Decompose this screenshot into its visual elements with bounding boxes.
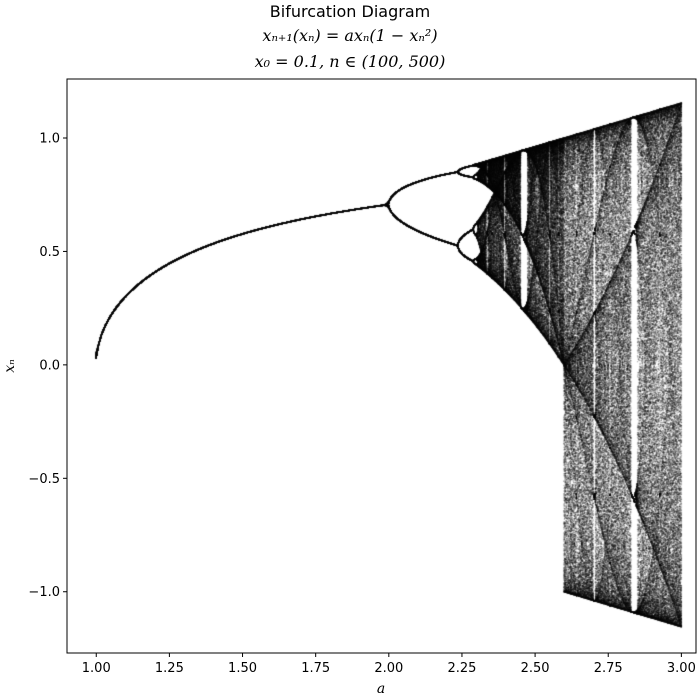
y-tick-label: 0.5 [39, 245, 60, 260]
y-tick-label: 1.0 [39, 131, 60, 146]
y-tick-label: 0.0 [39, 358, 60, 373]
x-tick-label: 2.50 [521, 661, 550, 676]
x-tick-label: 1.75 [301, 661, 330, 676]
x-axis-label: a [377, 681, 385, 697]
bifurcation-points [67, 79, 696, 653]
x-axis: 1.00 1.25 1.50 1.75 2.00 2.25 2.50 2.75 3.00 [82, 653, 696, 676]
x-tick-label: 1.25 [155, 661, 184, 676]
x-tick-label: 2.25 [447, 661, 476, 676]
chart-title: Bifurcation Diagram [269, 2, 431, 21]
plot-area [67, 79, 696, 653]
x-tick-label: 1.00 [82, 661, 111, 676]
y-tick-label: −1.0 [28, 585, 60, 600]
chart-subtitle-equation: xₙ₊₁(xₙ) = axₙ(1 − xₙ²) [262, 26, 438, 45]
x-tick-label: 1.50 [228, 661, 257, 676]
x-tick-label: 2.75 [594, 661, 623, 676]
chart-subtitle-params: x₀ = 0.1, n ∈ (100, 500) [254, 52, 446, 71]
x-tick-label: 3.00 [667, 661, 696, 676]
plot-frame [66, 78, 697, 654]
y-tick-label: −0.5 [28, 472, 60, 487]
x-tick-label: 2.00 [374, 661, 403, 676]
y-axis: −1.0 −0.5 0.0 0.5 1.0 [28, 131, 67, 600]
y-axis-label: xₙ [2, 359, 18, 373]
